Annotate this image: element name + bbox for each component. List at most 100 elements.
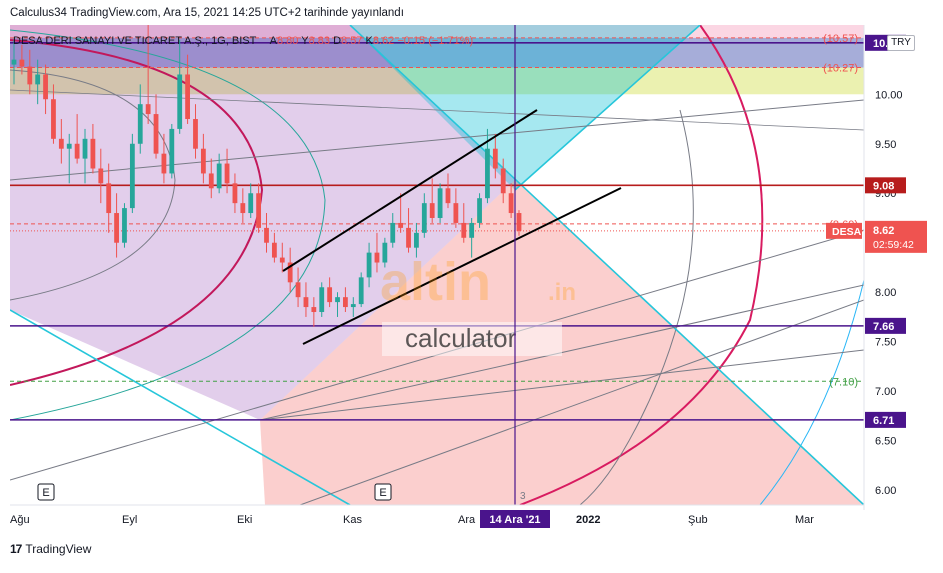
time-tick-label: Ağu [10,514,30,526]
candle-body [19,59,25,67]
level-badge [865,177,906,194]
candle-body [295,282,301,298]
candle-body [437,188,443,218]
low-value: 8.57 [341,35,363,47]
candle-body [232,183,238,204]
level-badge-text: 7.66 [873,321,894,333]
candle-body [122,208,127,243]
candle-body [390,222,396,243]
earnings-marker[interactable] [374,483,392,501]
watermark-tld: .in [548,279,576,306]
candle-body [177,74,183,129]
symbol-name: DESA DERI SANAYI VE TICARET A.Ş., 1G, BI… [13,35,257,47]
fan-fill-cyan [350,25,700,190]
trend-channel[interactable] [282,109,622,345]
channel-upper-line[interactable] [282,109,538,272]
candle-body [137,104,143,144]
symbol-badge-text: DESA [832,226,862,238]
fan-line-4 [259,349,864,421]
candle-body [311,307,317,313]
zone-pink [10,25,864,38]
candle-body [382,242,388,263]
earnings-marker[interactable] [37,483,55,501]
open-label: A [269,35,277,47]
candles [11,25,522,327]
last-price-badge [865,220,927,253]
level-badge [865,411,906,428]
time-axis[interactable]: Ağu Eyl Eki Kas Ara 2022 Şub Mar 14 Ara '21 3 [10,491,814,528]
candle-body [461,222,467,238]
level-labels: 10.52(10.57)(10.27)9.08(8.69)7.66(7.10)6… [823,33,927,428]
candle-body [200,148,206,174]
candle-body [256,193,262,228]
candle-body [358,277,364,305]
candle-body [406,227,411,248]
price-tick-label: 7.50 [875,337,896,349]
candle-body [208,173,214,189]
zone-yellow [10,67,864,95]
candle-body [343,297,348,308]
price-tick-label: 6.50 [875,436,896,448]
candle-body [335,297,340,303]
tradingview-logo-icon: 17 [10,542,22,556]
candle-body [161,153,167,174]
price-tick-label: 8.00 [875,287,896,299]
fan-fill-purple [10,25,515,420]
candle-body [319,287,325,313]
candle-body [350,304,356,308]
fan-line-8 [10,89,864,131]
fib-arc-2 [10,69,176,301]
currency-button[interactable]: TRY [887,35,915,51]
candle-body [185,74,190,120]
time-tick-label: Eyl [122,514,137,526]
close-label: K [365,35,373,47]
candle-body [248,193,254,214]
candle-body [193,119,198,149]
time-tick-label: Kas [343,514,362,526]
fan-line-6 [10,99,864,181]
time-tick-label: Ara [458,514,476,526]
candle-body [224,163,230,184]
candle-body [153,114,159,154]
candle-body [477,198,482,223]
level-badge-text: 6.71 [873,415,894,427]
fib-arc-5 [759,279,864,505]
candle-body [516,213,522,231]
candle-body [485,148,490,199]
countdown-text: 02:59:42 [873,239,914,251]
candle-body [66,143,72,149]
change-value: −0.15 (−1.71%) [397,35,474,47]
candle-body [398,222,404,228]
candle-body [453,203,459,223]
candle-body [114,213,119,243]
fan-line-1 [349,25,864,505]
fib-arc-3 [519,25,764,505]
channel-lower-line[interactable] [302,187,622,345]
time-tick-label: Mar [795,514,814,526]
level-text-label: (10.57) [823,33,858,45]
candle-body [271,242,277,258]
candle-body [492,148,498,169]
symbol-legend[interactable]: DESA DERI SANAYI VE TICARET A.Ş., 1G, BI… [13,35,473,47]
crosshair-date-badge [480,510,550,528]
open-value: 8.80 [276,35,299,47]
symbol-badge [826,222,862,239]
time-tick-label: Şub [688,514,708,526]
candle-body [469,222,475,238]
candle-body [98,168,104,184]
candle-body [169,128,175,174]
high-label: Y [301,35,309,47]
level-badge [865,317,906,334]
candle-body [303,297,309,308]
crosshair-date-text: 14 Ara '21 [489,514,540,526]
candle-body [279,257,285,263]
watermark: altin .in calculator [380,252,576,356]
candle-body [287,262,293,283]
fib-arc-1 [10,29,326,421]
tradingview-logo[interactable]: 17 TradingView [10,542,91,556]
low-label: D [333,35,342,47]
candle-body [421,203,427,233]
